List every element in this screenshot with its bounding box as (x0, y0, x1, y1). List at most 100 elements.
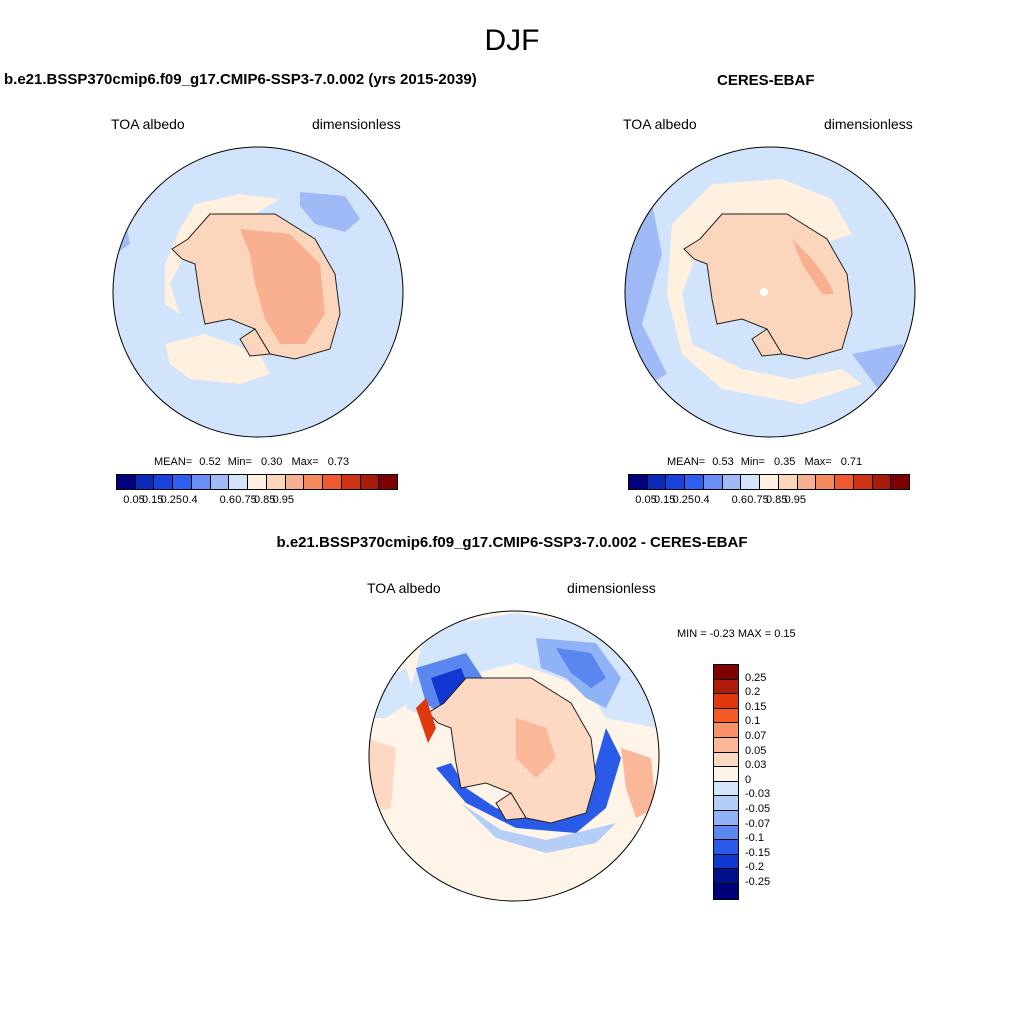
colorbar-swatch (714, 737, 738, 753)
colorbar-swatch (714, 723, 738, 738)
panel1-mean-value: 0.52 (199, 456, 221, 468)
panel1-colorbar (116, 474, 398, 490)
panel2-variable-label: TOA albedo (623, 116, 697, 132)
colorbar-swatch (154, 475, 174, 489)
colorbar-swatch (117, 475, 136, 489)
panel2-max-value: 0.71 (840, 456, 863, 468)
colorbar-swatch (797, 475, 817, 489)
panel3-polar-map (368, 610, 660, 902)
panel3-colorbar-ticks: 0.25 0.2 0.15 0.1 0.07 0.05 0.03 0 -0.03 -0.05 -0.… (745, 664, 785, 900)
colorbar-tick-label: 0 (745, 773, 752, 786)
colorbar-swatch (703, 475, 723, 489)
colorbar-tick-label: 0.75 (235, 494, 257, 506)
colorbar-swatch (816, 475, 836, 489)
colorbar-swatch (835, 475, 854, 489)
colorbar-swatch (714, 825, 738, 841)
panel1-max-label: Max= (291, 456, 319, 468)
colorbar-tick-label: 0.05 (745, 744, 767, 757)
panel1-stats: MEAN= 0.52 Min= 0.30 Max= 0.73 (154, 456, 349, 468)
colorbar-tick-label: 0.15 (653, 494, 676, 506)
panel1-max-value: 0.73 (327, 456, 350, 468)
colorbar-swatch (191, 475, 211, 489)
colorbar-tick-label: 0.05 (123, 494, 145, 506)
colorbar-tick-label: 0.25 (672, 494, 695, 506)
colorbar-tick-label: -0.05 (745, 803, 771, 815)
colorbar-tick-label: 0.6 (731, 494, 747, 506)
panel2-mean-label: MEAN= (667, 456, 706, 468)
panel3-title: b.e21.BSSP370cmip6.f09_g17.CMIP6-SSP3-7.… (276, 534, 748, 551)
panel2-min-label: Min= (740, 456, 765, 468)
panel1-mean-label: MEAN= (154, 456, 193, 468)
colorbar-tick-label: 0.15 (745, 700, 767, 713)
colorbar-tick-label: 0.95 (272, 494, 295, 506)
colorbar-swatch (647, 475, 667, 489)
colorbar-swatch (714, 796, 738, 811)
colorbar-swatch (266, 475, 286, 489)
colorbar-swatch (714, 679, 738, 695)
colorbar-tick-label: -0.25 (745, 876, 771, 888)
colorbar-swatch (285, 475, 305, 489)
panel1-title: b.e21.BSSP370cmip6.f09_g17.CMIP6-SSP3-7.… (4, 71, 477, 88)
colorbar-swatch (360, 475, 380, 489)
colorbar-swatch (872, 475, 892, 489)
colorbar-swatch (379, 475, 398, 489)
colorbar-tick-label: 0.25 (160, 494, 183, 506)
colorbar-swatch (853, 475, 873, 489)
colorbar-tick-label: 0.85 (765, 494, 788, 506)
colorbar-tick-label: 0.07 (745, 730, 767, 742)
colorbar-tick-label: 0.2 (745, 686, 761, 699)
panel3-colorbar (713, 664, 739, 900)
colorbar-tick-label: 0.05 (635, 494, 657, 506)
colorbar-tick-label: 0.4 (694, 494, 710, 506)
panel2-min-value: 0.35 (773, 456, 796, 468)
colorbar-tick-label: 0.03 (745, 759, 767, 772)
panel1-units-label: dimensionless (312, 116, 401, 132)
figure-title: DJF (484, 24, 540, 57)
panel1-min-value: 0.30 (260, 456, 283, 468)
colorbar-swatch (135, 475, 155, 489)
panel3-units-label: dimensionless (567, 580, 656, 596)
colorbar-tick-label: 0.15 (141, 494, 164, 506)
colorbar-tick-label: 0.6 (219, 494, 235, 506)
colorbar-swatch (891, 475, 910, 489)
panel2-mean-value: 0.53 (712, 456, 734, 468)
colorbar-tick-label: 0.75 (747, 494, 769, 506)
panel3-variable-label: TOA albedo (367, 580, 441, 596)
colorbar-tick-label: -0.07 (745, 817, 771, 830)
colorbar-swatch (714, 869, 738, 884)
panel2-colorbar-ticks: 0.05 0.15 0.25 0.4 0.6 0.75 0.85 0.95 (628, 494, 910, 508)
colorbar-swatch (778, 475, 798, 489)
colorbar-swatch (714, 840, 738, 855)
colorbar-swatch (248, 475, 267, 489)
colorbar-tick-label: -0.1 (745, 832, 764, 845)
panel2-polar-map (624, 146, 916, 438)
colorbar-swatch (341, 475, 361, 489)
colorbar-swatch (722, 475, 742, 489)
colorbar-swatch (629, 475, 648, 489)
panel1-min-label: Min= (227, 456, 252, 468)
colorbar-tick-label: 0.95 (784, 494, 807, 506)
panel1-colorbar-ticks: 0.05 0.15 0.25 0.4 0.6 0.75 0.85 0.95 (116, 494, 398, 508)
colorbar-tick-label: 0.4 (182, 494, 198, 506)
panel1-polar-map (112, 146, 404, 438)
colorbar-swatch (714, 810, 738, 826)
panel2-stats: MEAN= 0.53 Min= 0.35 Max= 0.71 (667, 456, 862, 468)
colorbar-tick-label: -0.2 (745, 861, 764, 874)
colorbar-swatch (714, 708, 738, 724)
panel2-units-label: dimensionless (824, 116, 913, 132)
colorbar-swatch (229, 475, 249, 489)
colorbar-swatch (714, 665, 738, 680)
colorbar-swatch (304, 475, 324, 489)
colorbar-swatch (323, 475, 342, 489)
colorbar-swatch (685, 475, 704, 489)
colorbar-swatch (714, 694, 738, 709)
panel2-max-label: Max= (804, 456, 832, 468)
colorbar-tick-label: 0.85 (253, 494, 276, 506)
colorbar-swatch (210, 475, 230, 489)
colorbar-swatch (714, 781, 738, 797)
colorbar-swatch (741, 475, 761, 489)
panel1-variable-label: TOA albedo (111, 116, 185, 132)
colorbar-swatch (714, 854, 738, 870)
colorbar-swatch (714, 752, 738, 768)
panel2-title: CERES-EBAF (717, 72, 815, 89)
